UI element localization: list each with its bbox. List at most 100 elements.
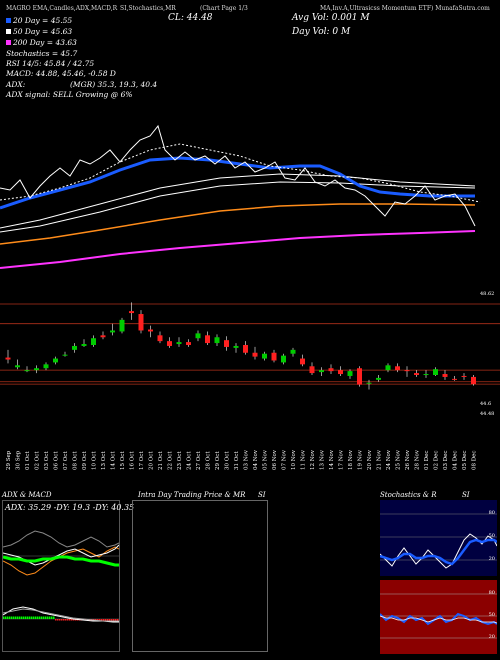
candle xyxy=(442,370,448,380)
candle-body xyxy=(110,330,115,333)
candle-body xyxy=(148,329,153,332)
rsi-tick-80: 80 xyxy=(488,590,495,596)
macd-bar xyxy=(117,619,119,621)
candle-body xyxy=(471,376,476,385)
candle xyxy=(15,359,20,370)
intraday-panel-title: Intra Day Trading Price & MR xyxy=(138,491,246,499)
candle-body xyxy=(100,335,106,338)
candle-body xyxy=(5,357,11,360)
macd-bar xyxy=(61,619,63,621)
date-tick-label: 12 Nov xyxy=(310,449,316,470)
macd-bar xyxy=(27,616,29,619)
rsi-panel: 80 50 20 xyxy=(380,580,497,654)
candle xyxy=(357,366,362,387)
candle xyxy=(24,366,30,373)
date-tick-label: 15 Oct xyxy=(120,451,126,470)
candle-body xyxy=(290,349,296,354)
moving-averages xyxy=(0,124,481,269)
macd-bar xyxy=(57,619,59,621)
candle-body xyxy=(138,314,144,331)
candle xyxy=(100,331,106,340)
candle-body xyxy=(452,378,457,380)
date-tick-label: 02 Dec xyxy=(434,451,440,471)
date-tick-label: 14 Nov xyxy=(329,449,335,470)
date-axis: 29 Sep 30 Sep 01 Oct 02 Oct 03 Oct 06 Oct 07 O… xyxy=(6,449,478,470)
macd-bar xyxy=(67,619,69,621)
ema50-line xyxy=(0,181,476,233)
candle xyxy=(43,362,49,371)
candle xyxy=(452,375,457,381)
candle-body xyxy=(243,345,248,353)
candlesticks xyxy=(5,302,476,390)
date-tick-label: 28 Nov xyxy=(415,449,421,470)
ema20-swatch xyxy=(6,18,11,23)
rsi-plot xyxy=(380,593,497,639)
candle xyxy=(205,331,210,345)
date-tick-label: 21 Nov xyxy=(377,449,383,470)
candle-body xyxy=(357,368,362,385)
ema-white-upper xyxy=(0,173,476,229)
stoch-k-line xyxy=(380,533,497,569)
macd-bar xyxy=(39,616,41,619)
legend-rsi: RSI 14/5: 45.84 / 42.75 xyxy=(6,59,95,68)
date-tick-label: 30 Sep xyxy=(16,450,22,470)
macd-bar xyxy=(65,619,67,621)
date-tick-label: 19 Nov xyxy=(358,449,364,470)
candle-body xyxy=(24,370,30,372)
candle-body xyxy=(186,342,191,345)
candle xyxy=(300,354,305,367)
candle-body xyxy=(119,319,125,332)
stochastics-panel: 80 50 20 xyxy=(380,500,497,576)
rsi-line xyxy=(380,612,497,626)
candle xyxy=(461,373,467,380)
date-tick-label: 07 Oct xyxy=(63,451,69,470)
candle xyxy=(110,323,115,336)
date-tick-label: 18 Nov xyxy=(348,449,354,470)
date-tick-label: 13 Oct xyxy=(101,451,107,470)
price-chart: 29 Sep 30 Sep 01 Oct 02 Oct 03 Oct 06 Oct 07 O… xyxy=(0,124,500,470)
candle xyxy=(148,325,153,338)
stoch-d-line xyxy=(380,538,497,566)
macd-histogram xyxy=(3,616,119,621)
candle-body xyxy=(15,365,20,368)
candle-body xyxy=(433,369,438,375)
date-tick-label: 10 Oct xyxy=(92,451,98,470)
rsi-tick-20: 20 xyxy=(488,634,495,640)
price-levels xyxy=(0,303,500,385)
ema50-label: 50 Day = 45.63 xyxy=(13,27,73,36)
date-tick-label: 11 Nov xyxy=(301,449,307,470)
date-tick-label: 05 Dec xyxy=(462,451,468,471)
macd-bar xyxy=(63,619,65,621)
macd-bar xyxy=(107,619,109,621)
macd-bar xyxy=(41,616,43,619)
macd-bar xyxy=(19,616,21,619)
candle xyxy=(376,375,381,382)
chart-header-left: MAGRO EMA,Candles,ADX,MACD,R xyxy=(6,5,118,12)
date-tick-label: 31 Oct xyxy=(234,451,240,470)
candle-body xyxy=(281,355,286,363)
macd-bar xyxy=(51,616,53,619)
date-tick-label: 01 Oct xyxy=(25,451,31,470)
macd-bar xyxy=(9,616,11,619)
candle-body xyxy=(34,368,39,371)
chart-header-right: MA,Inv.A,Ultrasicss Momentum ETF) Munafa… xyxy=(320,5,490,12)
macd-bar xyxy=(73,619,75,621)
date-tick-label: 05 Nov xyxy=(263,449,269,470)
candle-body xyxy=(319,370,324,373)
candle-body xyxy=(43,364,49,369)
candle-body xyxy=(233,345,239,348)
candle xyxy=(119,317,125,334)
rsi-tick-50: 50 xyxy=(488,612,495,618)
ema200-swatch xyxy=(6,40,11,45)
avg-volume: Avg Vol: 0.001 M xyxy=(292,13,370,23)
intraday-panel-si: SI xyxy=(258,491,266,499)
candle xyxy=(224,336,229,351)
macd-bar xyxy=(37,616,39,619)
price-tick-high: 48.62 xyxy=(480,291,495,297)
candle-body xyxy=(461,375,467,377)
macd-bar xyxy=(11,616,13,619)
candle-body xyxy=(262,353,267,359)
date-tick-label: 23 Oct xyxy=(177,451,183,470)
candle-body xyxy=(347,371,353,376)
candle-body xyxy=(395,366,400,371)
